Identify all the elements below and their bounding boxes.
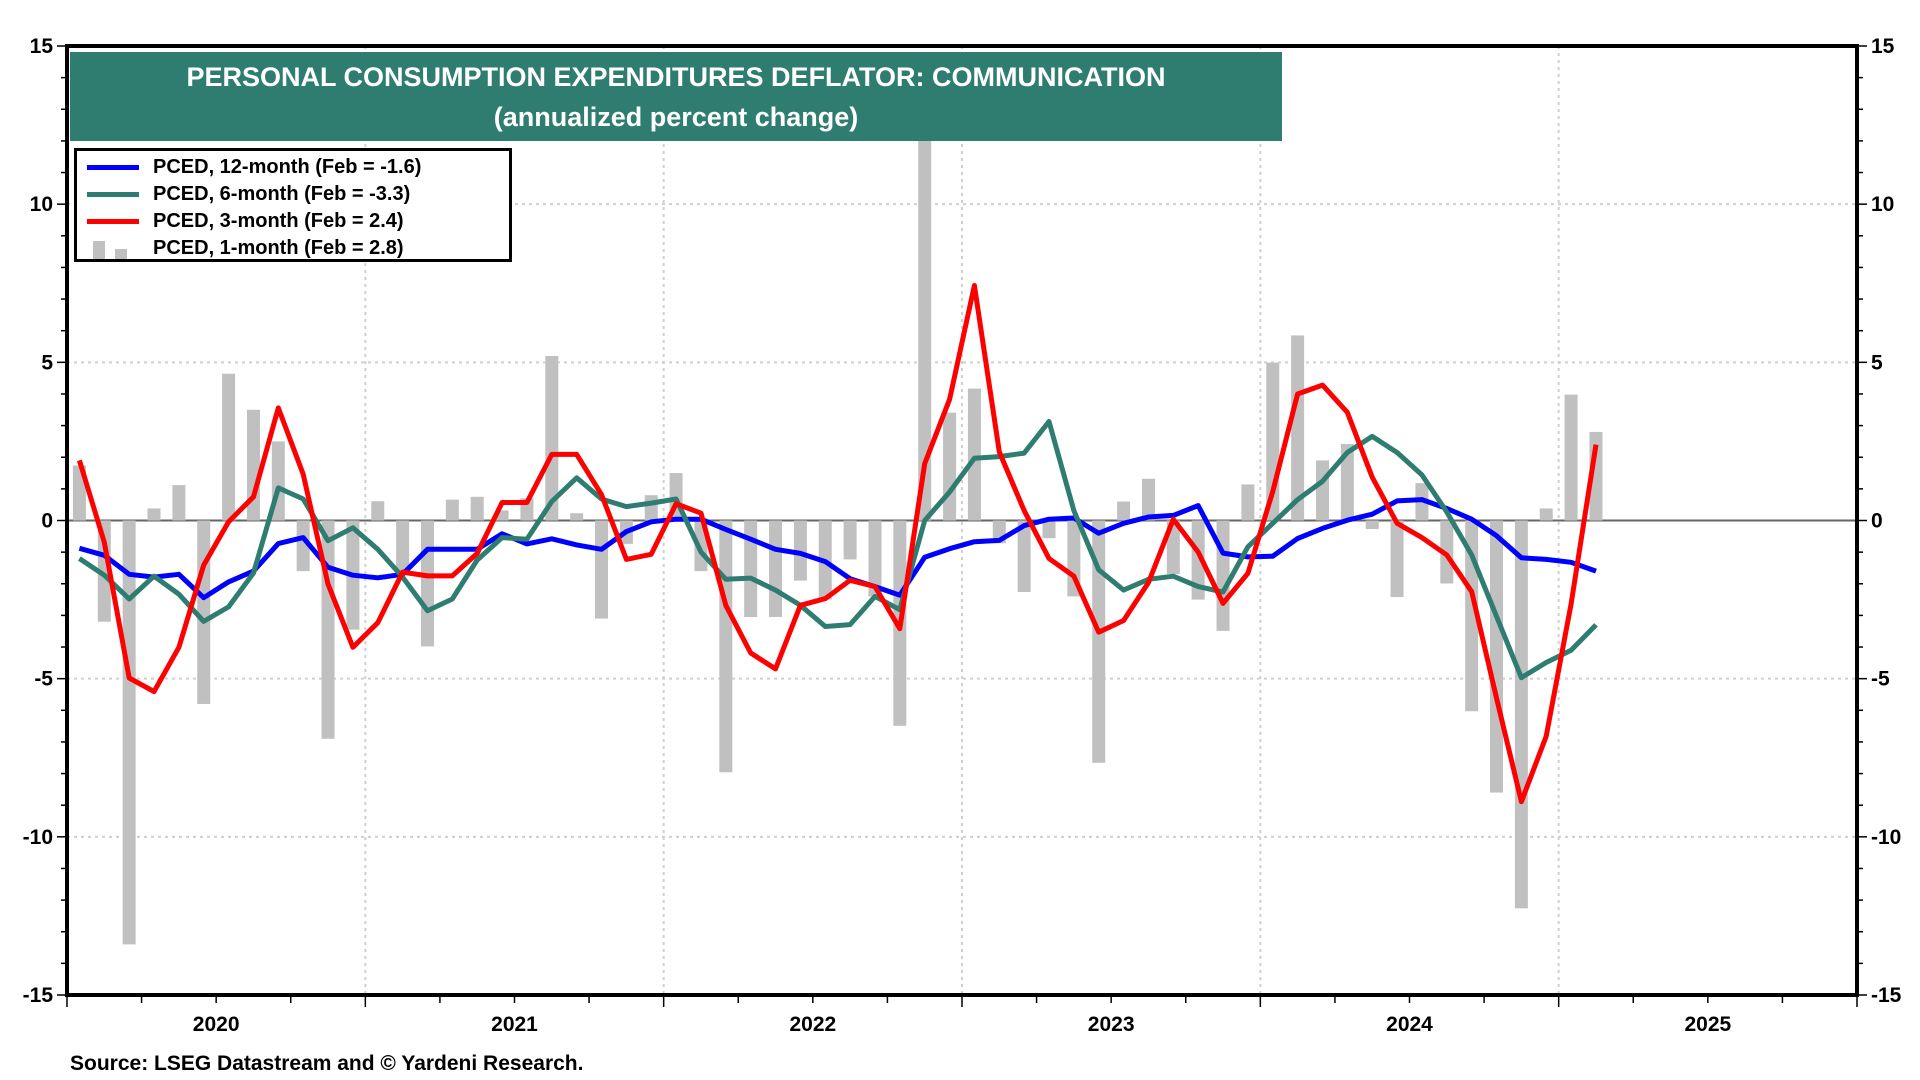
bar-1-month — [868, 520, 882, 597]
y-tick-label-left: 15 — [30, 35, 54, 58]
legend-item-1-month: PCED, 1-month (Feb = 2.8) — [87, 235, 509, 262]
bar-1-month — [445, 499, 459, 521]
y-tick-label-left: 10 — [30, 193, 53, 216]
y-tick-label-right: 15 — [1871, 35, 1895, 58]
y-tick-label-right: -15 — [1871, 984, 1902, 1007]
bar-1-month — [1092, 520, 1106, 763]
bar-1-month — [1490, 520, 1504, 793]
bar-1-month — [793, 520, 807, 581]
bar-1-month — [296, 520, 310, 572]
bar-1-month — [197, 520, 211, 704]
bar-1-month — [744, 520, 758, 617]
y-tick-label-left: -5 — [34, 668, 53, 691]
bar-1-month — [1117, 501, 1131, 521]
series-line-pced-6-month — [78, 419, 1598, 681]
legend-label: PCED, 3-month (Feb = 2.4) — [153, 210, 404, 232]
bar-1-month — [122, 520, 136, 945]
bar-1-month — [371, 501, 385, 521]
bar-1-month — [1216, 520, 1230, 631]
bar-1-month — [1141, 478, 1155, 521]
bar-1-month — [1365, 520, 1379, 530]
x-tick-label: 2024 — [1386, 1013, 1433, 1036]
chart-subtitle: (annualized percent change) — [493, 102, 859, 132]
legend-swatch-red-line — [87, 219, 139, 224]
legend-swatch-gray-bars — [87, 239, 139, 259]
bar-1-month — [470, 496, 484, 521]
y-tick-label-left: 0 — [41, 510, 53, 533]
bar-1-month — [1390, 520, 1404, 598]
bar-1-month — [1514, 520, 1528, 909]
bar-1-month — [147, 508, 161, 521]
legend-swatch-green-line — [87, 192, 139, 197]
bar-1-month — [595, 520, 609, 619]
bar-1-month — [1291, 335, 1305, 521]
bar-1-month — [396, 520, 410, 572]
bar-1-month — [172, 485, 186, 521]
bar-1-month — [769, 520, 783, 617]
y-tick-label-right: -5 — [1871, 668, 1890, 691]
bar-1-month — [495, 510, 509, 521]
bar-1-month — [967, 388, 981, 521]
x-tick-label: 2020 — [193, 1013, 240, 1036]
bar-1-month — [1241, 484, 1255, 521]
legend-item-3-month: PCED, 3-month (Feb = 2.4) — [87, 208, 509, 235]
bar-1-month — [1315, 460, 1329, 521]
chart-title: PERSONAL CONSUMPTION EXPENDITURES DEFLAT… — [186, 62, 1166, 92]
bar-1-month — [420, 520, 434, 647]
legend-item-12-month: PCED, 12-month (Feb = -1.6) — [87, 154, 509, 181]
y-tick-label-right: 10 — [1871, 193, 1894, 216]
y-tick-label-right: -10 — [1871, 826, 1901, 849]
line-series — [77, 283, 1599, 805]
legend-label: PCED, 1-month (Feb = 2.8) — [153, 237, 404, 259]
source-note: Source: LSEG Datastream and © Yardeni Re… — [70, 1052, 584, 1075]
bar-1-month — [545, 356, 559, 521]
axes: 15 15 10 10 5 5 0 0 -5 -5 -10 -10 -15 -15 2020 2021 2022… — [23, 35, 1902, 1036]
bar-1-month — [644, 495, 658, 521]
legend-swatch-blue-line — [87, 165, 139, 170]
series-line-pced-3-month — [77, 283, 1599, 805]
x-tick-label: 2021 — [491, 1013, 538, 1036]
bar-series-1-month — [72, 134, 1603, 945]
y-tick-label-left: -15 — [23, 984, 54, 1007]
y-tick-label-right: 5 — [1871, 351, 1883, 374]
bar-1-month — [1191, 520, 1205, 600]
bar-1-month — [918, 134, 932, 521]
bar-1-month — [1340, 443, 1354, 521]
chart-title-box: PERSONAL CONSUMPTION EXPENDITURES DEFLAT… — [70, 52, 1282, 141]
y-tick-label-left: -10 — [23, 826, 53, 849]
bar-1-month — [1017, 520, 1031, 592]
bar-1-month — [719, 520, 733, 773]
bar-1-month — [570, 513, 584, 521]
x-tick-label: 2022 — [789, 1013, 836, 1036]
legend-item-6-month: PCED, 6-month (Feb = -3.3) — [87, 181, 509, 208]
bar-1-month — [943, 412, 957, 521]
y-tick-label-right: 0 — [1871, 510, 1883, 533]
bar-1-month — [1564, 394, 1578, 521]
bar-1-month — [1539, 508, 1553, 521]
bar-1-month — [222, 373, 236, 521]
series-line-pced-12-month — [78, 497, 1597, 601]
bar-1-month — [1042, 520, 1056, 539]
y-tick-label-left: 5 — [41, 351, 53, 374]
x-tick-label: 2025 — [1684, 1013, 1731, 1036]
bar-1-month — [843, 520, 857, 560]
legend: PCED, 12-month (Feb = -1.6) PCED, 6-mont… — [74, 148, 512, 262]
legend-label: PCED, 12-month (Feb = -1.6) — [153, 156, 422, 178]
bar-1-month — [97, 520, 111, 622]
x-tick-label: 2023 — [1088, 1013, 1135, 1036]
legend-label: PCED, 6-month (Feb = -3.3) — [153, 183, 411, 205]
